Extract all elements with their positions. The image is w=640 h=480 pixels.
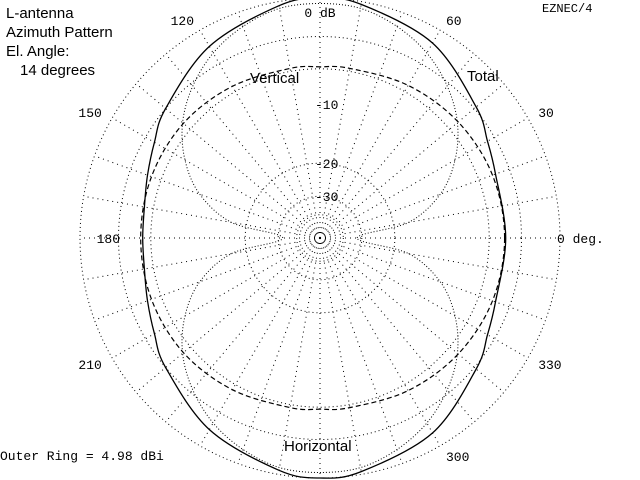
- grid-ray: [277, 237, 321, 475]
- total-trace-group: [142, 0, 507, 479]
- grid-ray: [135, 237, 321, 393]
- grid-ray: [319, 237, 363, 475]
- angle-label-330: 330: [538, 358, 561, 373]
- grid-ray: [319, 237, 546, 321]
- angle-grid-rays: [80, 0, 560, 478]
- title-block: L-antenna Azimuth Pattern El. Angle: 14 …: [6, 5, 113, 79]
- grid-ray: [319, 1, 363, 239]
- azimuth-angle-labels: 0 deg. 30 60 0 dB 120 150 180 210 300 330: [78, 6, 603, 465]
- grid-ray: [319, 237, 475, 423]
- grid-ring: [244, 162, 396, 314]
- angle-label-30: 30: [538, 106, 554, 121]
- angle-label-210: 210: [78, 358, 101, 373]
- title-line-2: Azimuth Pattern: [6, 24, 113, 41]
- horizontal-trace-group: [181, 2, 459, 474]
- outer-ring-note: Outer Ring = 4.98 dBi: [0, 449, 164, 464]
- grid-ray: [319, 83, 505, 239]
- grid-ring: [150, 68, 490, 408]
- grid-ray: [319, 155, 546, 239]
- grid-ray: [165, 53, 321, 239]
- angle-label-180: 180: [97, 232, 120, 247]
- grid-ray: [94, 155, 321, 239]
- grid-ray: [83, 237, 321, 281]
- grid-ray: [319, 237, 403, 464]
- grid-ray: [319, 237, 557, 281]
- title-line-3: El. Angle:: [6, 43, 69, 60]
- title-line-4: 14 degrees: [20, 62, 95, 79]
- grid-ray: [237, 12, 321, 239]
- angle-label-90: 0 dB: [304, 6, 335, 21]
- series-label-horizontal: Horizontal: [284, 438, 352, 455]
- total-field-trace: [142, 0, 507, 479]
- angle-label-120: 120: [171, 14, 194, 29]
- series-label-total: Total: [467, 68, 499, 85]
- title-line-1: L-antenna: [6, 5, 74, 22]
- grid-ray: [237, 237, 321, 464]
- angle-label-60: 60: [446, 14, 462, 29]
- angle-label-150: 150: [78, 106, 101, 121]
- angle-label-0: 0 deg.: [557, 232, 604, 247]
- program-name: EZNEC/4: [542, 2, 592, 16]
- grid-ray: [319, 237, 505, 393]
- grid-ray: [94, 237, 321, 321]
- grid-ray: [319, 53, 475, 239]
- grid-ring: [277, 195, 363, 281]
- grid-ray: [83, 195, 321, 239]
- grid-ring: [296, 214, 344, 262]
- series-label-vertical: Vertical: [250, 70, 299, 87]
- grid-ray: [277, 1, 321, 239]
- ring-label-30: -30: [315, 190, 338, 205]
- grid-ray: [135, 83, 321, 239]
- ring-db-labels: -10 -20 -30: [315, 98, 338, 205]
- grid-ray: [319, 195, 557, 239]
- ring-label-10: -10: [315, 98, 338, 113]
- grid-ring: [118, 36, 522, 440]
- grid-ray: [165, 237, 321, 423]
- ring-label-20: -20: [315, 157, 338, 172]
- horizontal-polarization-trace: [181, 2, 459, 474]
- angle-label-300: 300: [446, 450, 469, 465]
